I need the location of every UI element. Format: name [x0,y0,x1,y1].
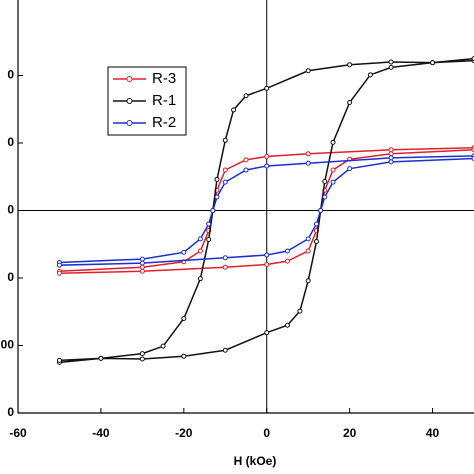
point [139,264,145,270]
point [322,194,328,200]
point [322,178,328,184]
point [347,100,353,105]
point [264,252,270,258]
point [139,351,145,357]
point [330,139,336,145]
point [305,151,311,157]
point [305,68,311,74]
point [181,249,187,255]
point [388,155,394,161]
point [388,64,394,70]
x-tick-label: 40 [426,426,440,440]
point [388,151,394,157]
point [222,167,228,173]
y-tick-label: 0 [7,68,14,82]
point [264,163,270,169]
point [388,59,394,65]
point [264,154,270,159]
point [284,322,290,328]
y-tick-label: 00 [1,338,15,352]
x-tick-label: -60 [9,426,27,440]
point [313,239,319,245]
x-axis-label: H (kOe) [234,454,277,468]
legend-label: R-2 [152,114,176,131]
point [160,343,166,349]
point [305,160,311,166]
point [305,248,311,254]
point [56,357,62,363]
point [347,166,353,172]
point [214,176,220,182]
point [330,179,336,185]
legend-marker [126,120,133,126]
point [367,72,373,78]
legend-label: R-1 [152,92,176,109]
point [206,221,212,227]
point [264,85,270,91]
point [264,330,270,336]
point [347,62,353,68]
point [56,270,62,276]
point [98,355,104,361]
point [181,353,187,359]
point [430,60,436,66]
y-tick-label: 0 [7,135,14,149]
point [222,179,228,185]
y-tick-label: 0 [7,270,14,284]
point [222,255,228,261]
point [139,256,145,262]
point [197,276,203,282]
point [214,194,220,200]
legend-marker [126,76,133,82]
legend-marker [126,98,133,104]
point [197,248,203,254]
x-tick-label: 0 [263,426,270,440]
point [231,107,237,113]
point [139,356,145,362]
legend-label: R-3 [152,70,176,87]
point [388,159,394,165]
point [297,308,303,314]
y-tick-label: 0 [7,203,14,217]
point [388,147,394,153]
point [318,208,324,213]
point [181,316,187,321]
x-tick-label: 20 [343,426,357,440]
point [330,167,336,173]
point [305,236,311,242]
x-tick-label: -40 [92,426,110,440]
point [243,167,249,173]
point [284,258,290,264]
point [305,278,311,284]
point [222,137,228,143]
point [243,157,249,163]
point [313,221,319,227]
point [210,208,216,213]
point [197,236,203,242]
point [222,264,228,270]
y-tick-label: 0 [7,405,14,419]
point [243,93,249,99]
x-tick-label: -20 [175,426,193,440]
point [139,260,145,266]
point [284,248,290,254]
point [56,262,62,268]
point [222,347,228,353]
point [139,268,145,274]
point [206,237,212,243]
point [264,262,270,267]
